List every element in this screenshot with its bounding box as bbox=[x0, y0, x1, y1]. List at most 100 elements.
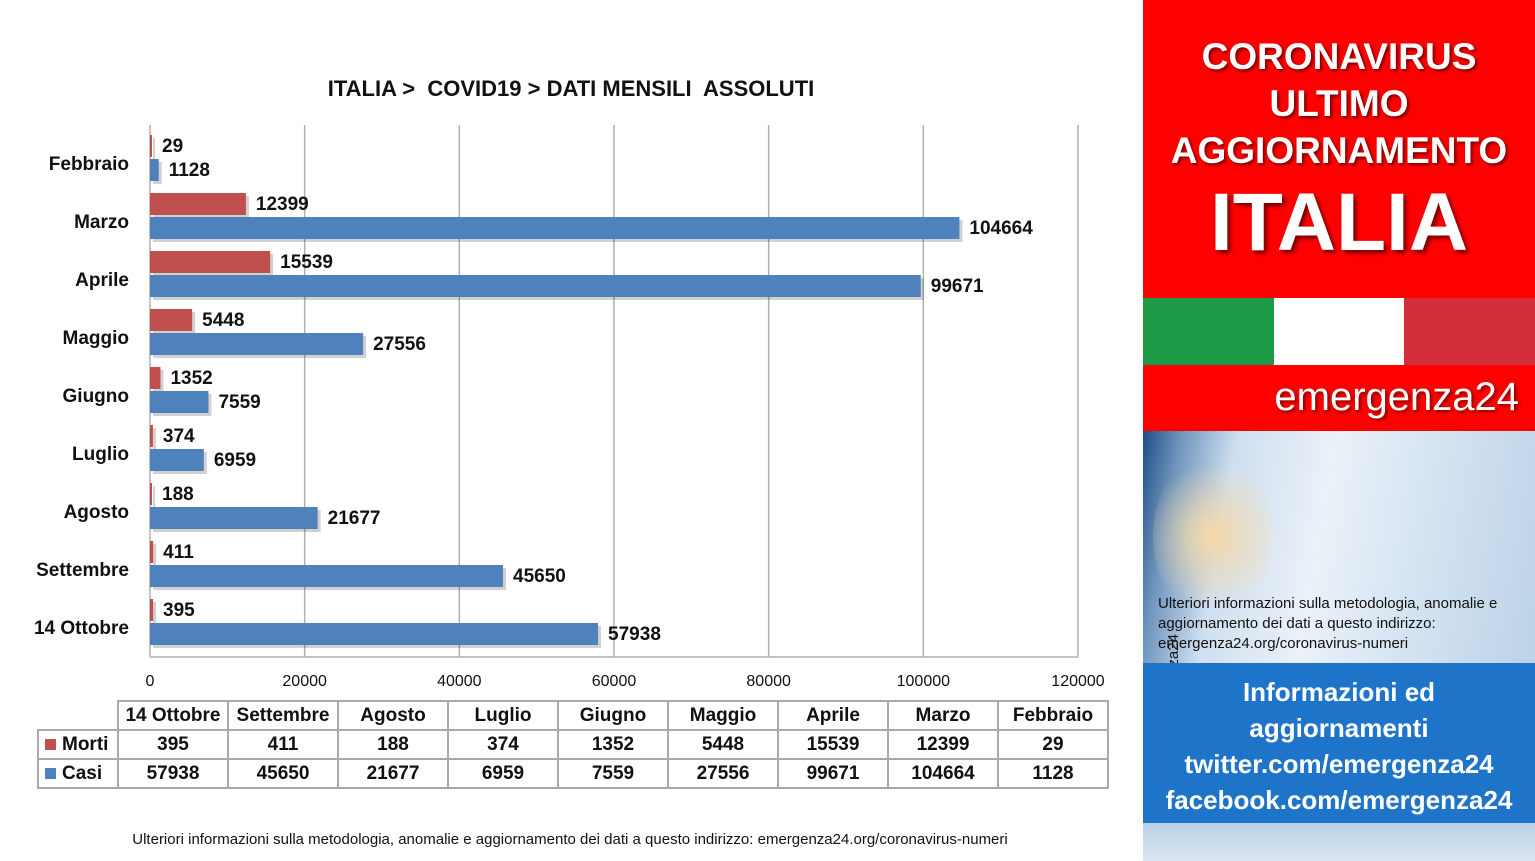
table-cell: 188 bbox=[337, 729, 449, 760]
data-label: 15539 bbox=[280, 252, 333, 273]
bar-casi bbox=[150, 159, 159, 181]
category-label: Agosto bbox=[64, 502, 129, 523]
data-label: 12399 bbox=[256, 194, 309, 215]
bar-shadow bbox=[153, 486, 155, 508]
table-cell: 29 bbox=[997, 729, 1109, 760]
table-cell: 104664 bbox=[887, 758, 999, 789]
bar-morti bbox=[150, 135, 152, 157]
x-tick-label: 100000 bbox=[897, 673, 950, 690]
bar-morti bbox=[150, 367, 161, 389]
table-cell: 374 bbox=[447, 729, 559, 760]
table-cell: 411 bbox=[227, 729, 339, 760]
x-tick-label: 80000 bbox=[746, 673, 791, 690]
flag-white bbox=[1273, 298, 1405, 365]
data-label: 29 bbox=[162, 136, 183, 157]
table-cell: 5448 bbox=[667, 729, 779, 760]
category-label: Aprile bbox=[75, 270, 129, 291]
data-label: 374 bbox=[163, 426, 195, 447]
category-label: 14 Ottobre bbox=[34, 618, 129, 639]
data-label: 104664 bbox=[969, 218, 1033, 239]
x-tick-label: 60000 bbox=[592, 673, 637, 690]
bar-shadow bbox=[153, 602, 157, 624]
category-label: Giugno bbox=[63, 386, 129, 407]
table-cell: 15539 bbox=[777, 729, 889, 760]
bar-casi bbox=[150, 333, 364, 355]
table-column-header: Settembre bbox=[227, 700, 339, 731]
bar-shadow bbox=[153, 544, 157, 566]
data-label: 5448 bbox=[202, 310, 244, 331]
category-label: Maggio bbox=[63, 328, 130, 349]
x-tick-label: 0 bbox=[146, 673, 155, 690]
legend-label-casi: Casi bbox=[62, 762, 103, 784]
category-label: Luglio bbox=[72, 444, 129, 465]
flag-red bbox=[1404, 298, 1535, 365]
bar-morti bbox=[150, 599, 154, 621]
table-cell: 45650 bbox=[227, 758, 339, 789]
promo-panel: CORONAVIRUS ULTIMO AGGIORNAMENTO ITALIA … bbox=[1143, 0, 1535, 861]
x-tick-label: 120000 bbox=[1051, 673, 1104, 690]
table-column-header: Marzo bbox=[887, 700, 999, 731]
photo-highlight bbox=[1153, 451, 1273, 621]
bar-chart: 0 20000 40000 60000 80000 100000 120000 Febbrai… bbox=[34, 125, 1105, 690]
table-column-header: Maggio bbox=[667, 700, 779, 731]
bar-morti bbox=[150, 251, 271, 273]
data-label: 411 bbox=[163, 542, 194, 563]
category-label: Settembre bbox=[36, 560, 129, 581]
table-row-casi: Casi 57938 45650 21677 6959 7559 27556 99671 10… bbox=[37, 758, 1109, 789]
twitter-link[interactable]: twitter.com/emergenza24 bbox=[1184, 749, 1494, 779]
facebook-link[interactable]: facebook.com/emergenza24 bbox=[1165, 785, 1513, 815]
promo-line-ultimo: ULTIMO bbox=[1269, 83, 1409, 124]
background-photo: @emergenza24 Ulteriori informazioni sull… bbox=[1143, 431, 1535, 663]
bar-morti bbox=[150, 193, 246, 215]
table-header-row: 14 Ottobre Settembre Agosto Luglio Giugno Mag… bbox=[38, 700, 1109, 731]
info-line-1: Informazioni ed bbox=[1242, 677, 1436, 707]
bar-casi bbox=[150, 623, 599, 645]
table-column-header: Giugno bbox=[557, 700, 669, 731]
data-label: 7559 bbox=[218, 392, 260, 413]
data-label: 188 bbox=[162, 484, 194, 505]
bar-casi bbox=[150, 507, 318, 529]
bar-shadow bbox=[153, 138, 155, 160]
promo-header: CORONAVIRUS ULTIMO AGGIORNAMENTO ITALIA bbox=[1143, 0, 1535, 298]
legend-swatch-morti bbox=[45, 738, 56, 750]
table-column-header: Luglio bbox=[447, 700, 559, 731]
data-label: 1128 bbox=[169, 160, 210, 181]
table-cell: 1128 bbox=[997, 758, 1109, 789]
data-label: 45650 bbox=[513, 566, 566, 587]
table-column-header: 14 Ottobre bbox=[117, 700, 229, 731]
bottom-strip bbox=[1143, 823, 1535, 861]
footnote: Ulteriori informazioni sulla metodologia… bbox=[132, 831, 1008, 848]
legend-swatch-casi bbox=[45, 767, 56, 779]
table-cell: 57938 bbox=[117, 758, 229, 789]
chart-title: ITALIA > COVID19 > DATI MENSILI ASSOLUTI bbox=[327, 76, 815, 101]
x-tick-label: 20000 bbox=[282, 673, 327, 690]
bar-morti bbox=[150, 541, 154, 563]
data-label: 57938 bbox=[608, 624, 661, 645]
info-line-2: aggiornamenti bbox=[1249, 713, 1429, 743]
category-label: Febbraio bbox=[49, 154, 129, 175]
promo-line-aggiornamento: AGGIORNAMENTO bbox=[1170, 130, 1508, 171]
bar-morti bbox=[150, 425, 153, 447]
table-cell: 7559 bbox=[557, 758, 669, 789]
table-cell: 395 bbox=[117, 729, 229, 760]
bar-casi bbox=[150, 217, 960, 239]
brand-name: emergenza24 bbox=[1274, 375, 1519, 419]
data-label: 395 bbox=[163, 600, 195, 621]
info-note: Ulteriori informazioni sulla metodologia… bbox=[1158, 595, 1498, 652]
legend-casi: Casi bbox=[37, 758, 119, 789]
promo-line-coronavirus: CORONAVIRUS bbox=[1201, 36, 1477, 77]
bar-casi bbox=[150, 565, 504, 587]
table-column-header: Agosto bbox=[337, 700, 449, 731]
bar-casi bbox=[150, 391, 209, 413]
table-row-morti: Morti 395 411 188 374 1352 5448 15539 12399 29 bbox=[37, 729, 1109, 760]
x-tick-label: 40000 bbox=[437, 673, 482, 690]
legend-morti: Morti bbox=[37, 729, 119, 760]
bar-morti bbox=[150, 309, 193, 331]
italian-flag bbox=[1143, 298, 1535, 365]
legend-label-morti: Morti bbox=[62, 733, 109, 755]
table-cell: 12399 bbox=[887, 729, 999, 760]
bar-casi bbox=[150, 449, 204, 471]
promo-country: ITALIA bbox=[1209, 177, 1469, 268]
table-column-header: Febbraio bbox=[997, 700, 1109, 731]
table-cell: 6959 bbox=[447, 758, 559, 789]
